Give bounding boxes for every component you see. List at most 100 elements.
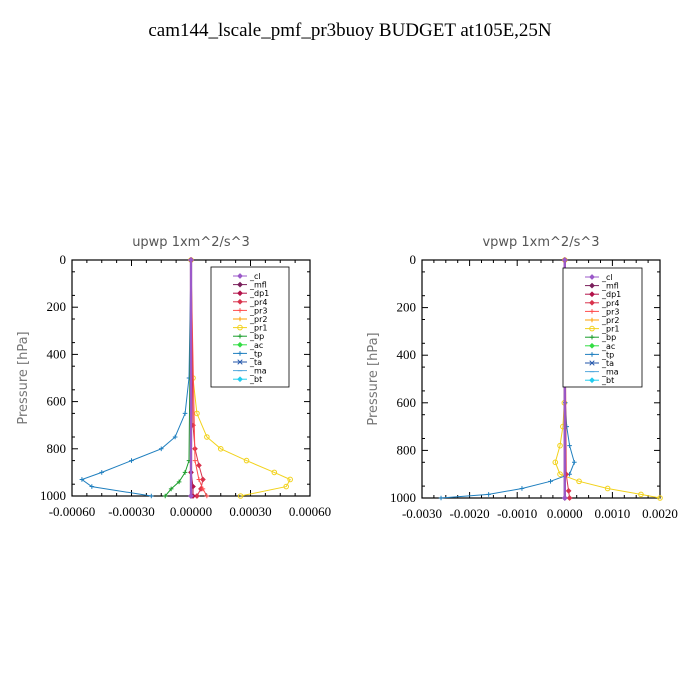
series-point-tp — [79, 477, 85, 482]
series-line-tp — [80, 259, 192, 497]
series-point-pr1 — [557, 442, 563, 449]
y-axis-label: Pressure [hPa] — [16, 331, 31, 424]
series-point-pr1 — [271, 469, 278, 476]
series-line-pr1 — [554, 259, 661, 499]
series-point-tp — [519, 486, 525, 491]
chart-panel-2: vpwp 1xm^2/s^3 Pressure [hPa] 0 200 400 600 80… — [366, 235, 678, 521]
legend-box — [562, 267, 643, 388]
x-tick-label: 0.0010 — [595, 506, 631, 521]
y-tick-label: 600 — [397, 395, 417, 410]
series-point-tp — [99, 470, 105, 475]
series-point-tp — [89, 484, 95, 489]
y-tick-label: 800 — [47, 441, 67, 456]
legend-label: _bp — [249, 332, 264, 341]
legend-marker — [237, 308, 243, 313]
series-point-cl — [561, 495, 568, 501]
legend-label: _mfl — [601, 282, 619, 291]
series-point-pr4 — [566, 495, 573, 501]
series-point-tp — [567, 443, 572, 448]
series-line-tp — [440, 259, 575, 499]
x-tick-label: -0.00030 — [108, 504, 155, 519]
series-point-pr1 — [657, 495, 663, 501]
x-tick-label: -0.0010 — [497, 506, 537, 521]
legend-marker — [589, 377, 595, 384]
legend-marker — [237, 273, 243, 279]
x-tick-label: 0.00030 — [229, 504, 271, 519]
legend-marker — [589, 309, 595, 314]
legend-marker — [589, 274, 595, 280]
series-point-bp — [176, 479, 182, 485]
series-point-tp — [182, 411, 188, 416]
series-point-pr1 — [557, 471, 563, 478]
series-point-cl — [188, 493, 194, 499]
y-tick-label: 200 — [397, 300, 417, 315]
series-point-pr3 — [192, 458, 198, 463]
legend-marker — [589, 325, 595, 332]
y-tick-label: 800 — [397, 442, 417, 457]
legend-label: _pr3 — [249, 306, 267, 315]
x-tick-label: 0.00060 — [289, 504, 331, 519]
series-point-cl — [188, 257, 194, 263]
series-point-pr1 — [283, 483, 290, 490]
series-line-pr1 — [190, 259, 291, 497]
x-tick-label: 0.0020 — [642, 506, 678, 521]
series-point-bp — [162, 493, 168, 499]
series-point-pr3 — [200, 486, 206, 492]
series-point-pr1 — [604, 485, 611, 492]
series-point-pr3 — [204, 493, 210, 499]
series-point-tp — [548, 479, 553, 484]
legend-marker — [237, 324, 243, 331]
legend-label: _ma — [601, 368, 619, 377]
y-tick-label: 600 — [47, 394, 67, 409]
series-point-pr1 — [576, 478, 582, 485]
series-point-pr4 — [200, 476, 206, 483]
legend-marker — [237, 341, 243, 348]
legend-label: _pr1 — [249, 324, 267, 333]
chart-title: upwp 1xm^2/s^3 — [132, 235, 250, 250]
series-point-pr4 — [194, 493, 200, 499]
legend-marker — [237, 333, 243, 339]
legend-marker — [589, 352, 595, 357]
series-point-pr4 — [565, 487, 572, 494]
series-point-pr1 — [243, 457, 250, 464]
legend-marker — [237, 298, 243, 305]
legend-marker — [589, 291, 595, 298]
chart-panel-1: upwp 1xm^2/s^3 Pressure [hPa] 0 200 400 600 80… — [16, 235, 331, 519]
legend-label: _pr2 — [601, 316, 619, 325]
series-line-bp — [164, 259, 192, 497]
legend-marker — [589, 360, 595, 366]
series-point-tp — [572, 460, 577, 465]
legend-label: _pr4 — [249, 298, 267, 307]
legend-label: _ta — [601, 359, 614, 368]
x-tick-label: 0.00000 — [170, 504, 212, 519]
series-point-pr3 — [196, 477, 202, 482]
y-tick-label: 0 — [410, 252, 417, 267]
legend-label: _ta — [249, 358, 262, 367]
series-point-pr4 — [196, 462, 202, 469]
y-tick-label: 400 — [397, 347, 417, 362]
legend-marker — [589, 299, 595, 306]
x-tick-label: 0.0000 — [547, 506, 583, 521]
series-point-bp — [168, 486, 174, 492]
legend-marker — [237, 316, 243, 322]
series-point-pr1 — [194, 410, 200, 417]
series-point-tp — [129, 458, 134, 463]
legend-marker — [589, 282, 595, 289]
legend-marker — [237, 359, 243, 365]
y-tick-label: 200 — [47, 299, 67, 314]
x-tick-label: -0.0020 — [450, 506, 490, 521]
legend-label: _tp — [601, 350, 614, 359]
y-tick-label: 400 — [47, 346, 67, 361]
legend-label: _mfl — [249, 281, 267, 290]
x-tick-label: -0.00060 — [49, 504, 96, 519]
legend-marker — [237, 376, 243, 383]
legend-marker — [237, 351, 243, 356]
legend-label: _bp — [601, 333, 616, 342]
legend: _cl_mfl_dp1_pr4_pr3_pr2_pr1_bp_ac_tp_ta_… — [562, 267, 643, 388]
legend-label: _dp1 — [601, 290, 621, 299]
legend-marker — [589, 342, 595, 349]
legend-label: _dp1 — [249, 289, 269, 298]
legend-marker — [237, 290, 243, 297]
legend-label: _pr3 — [601, 307, 619, 316]
